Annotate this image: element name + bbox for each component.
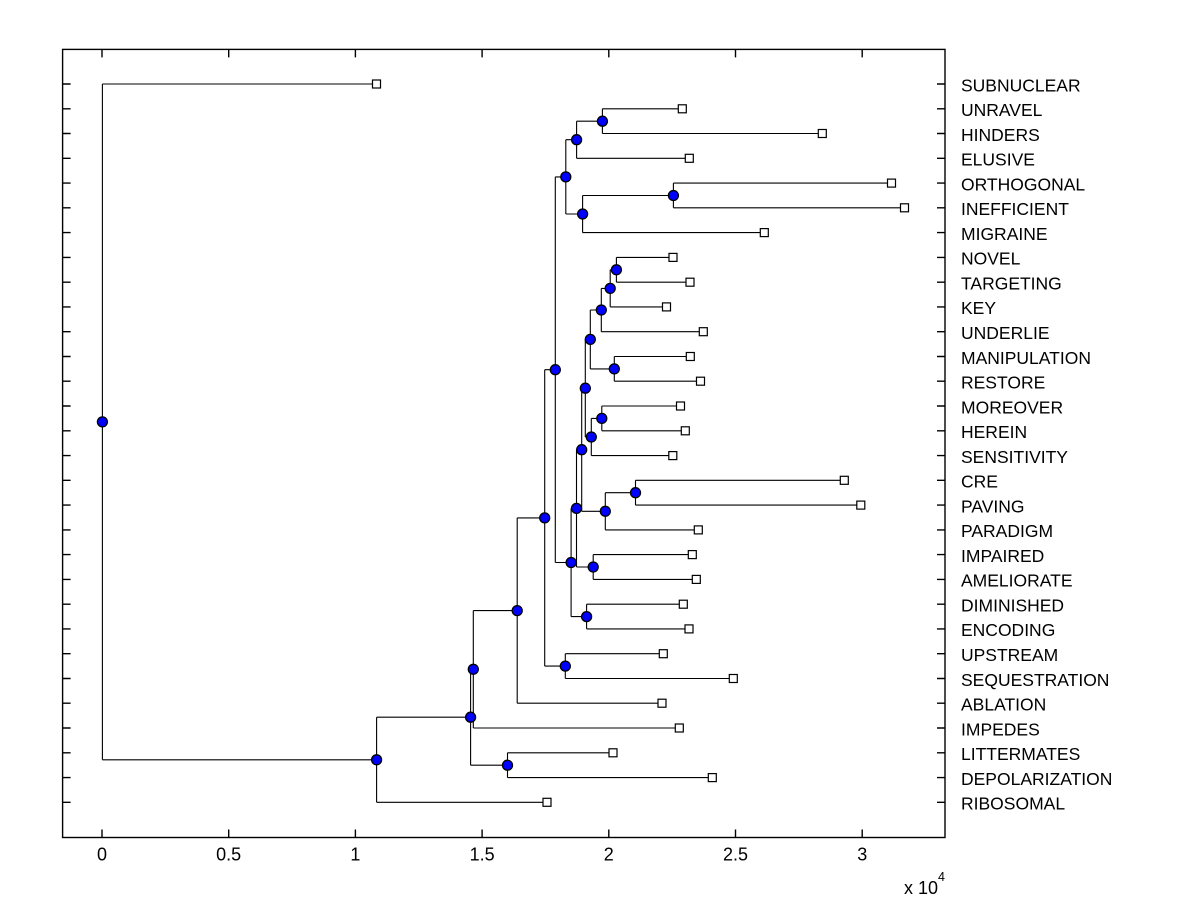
svg-text:LITTERMATES: LITTERMATES xyxy=(961,744,1080,764)
svg-text:HINDERS: HINDERS xyxy=(961,125,1040,145)
svg-text:ENCODING: ENCODING xyxy=(961,620,1055,640)
svg-text:DIMINISHED: DIMINISHED xyxy=(961,596,1064,616)
svg-text:ORTHOGONAL: ORTHOGONAL xyxy=(961,174,1085,194)
svg-text:IMPAIRED: IMPAIRED xyxy=(961,546,1044,566)
svg-text:TARGETING: TARGETING xyxy=(961,274,1062,294)
svg-text:PAVING: PAVING xyxy=(961,496,1025,516)
svg-text:MOREOVER: MOREOVER xyxy=(961,397,1063,417)
svg-text:1.5: 1.5 xyxy=(470,845,495,865)
svg-text:MANIPULATION: MANIPULATION xyxy=(961,348,1091,368)
svg-text:SENSITIVITY: SENSITIVITY xyxy=(961,447,1068,467)
svg-text:NOVEL: NOVEL xyxy=(961,249,1021,269)
svg-text:ABLATION: ABLATION xyxy=(961,695,1046,715)
svg-text:UNRAVEL: UNRAVEL xyxy=(961,100,1043,120)
svg-text:PARADIGM: PARADIGM xyxy=(961,521,1053,541)
svg-text:CRE: CRE xyxy=(961,472,998,492)
svg-text:MIGRAINE: MIGRAINE xyxy=(961,224,1048,244)
svg-text:ELUSIVE: ELUSIVE xyxy=(961,150,1035,170)
svg-text:INEFFICIENT: INEFFICIENT xyxy=(961,199,1069,219)
svg-text:KEY: KEY xyxy=(961,298,996,318)
svg-text:HEREIN: HEREIN xyxy=(961,422,1027,442)
svg-text:SEQUESTRATION: SEQUESTRATION xyxy=(961,670,1109,690)
svg-text:SUBNUCLEAR: SUBNUCLEAR xyxy=(961,75,1081,95)
svg-text:2: 2 xyxy=(604,845,614,865)
svg-text:UPSTREAM: UPSTREAM xyxy=(961,645,1058,665)
svg-text:3: 3 xyxy=(857,845,867,865)
svg-text:x 10: x 10 xyxy=(904,878,938,898)
svg-text:4: 4 xyxy=(938,870,945,884)
svg-text:DEPOLARIZATION: DEPOLARIZATION xyxy=(961,769,1112,789)
svg-text:RESTORE: RESTORE xyxy=(961,373,1045,393)
svg-text:UNDERLIE: UNDERLIE xyxy=(961,323,1050,343)
svg-text:0.5: 0.5 xyxy=(216,845,241,865)
svg-text:IMPEDES: IMPEDES xyxy=(961,719,1040,739)
svg-text:2.5: 2.5 xyxy=(723,845,748,865)
svg-text:RIBOSOMAL: RIBOSOMAL xyxy=(961,794,1065,814)
svg-text:AMELIORATE: AMELIORATE xyxy=(961,571,1073,591)
svg-text:1: 1 xyxy=(350,845,360,865)
svg-text:0: 0 xyxy=(97,845,107,865)
